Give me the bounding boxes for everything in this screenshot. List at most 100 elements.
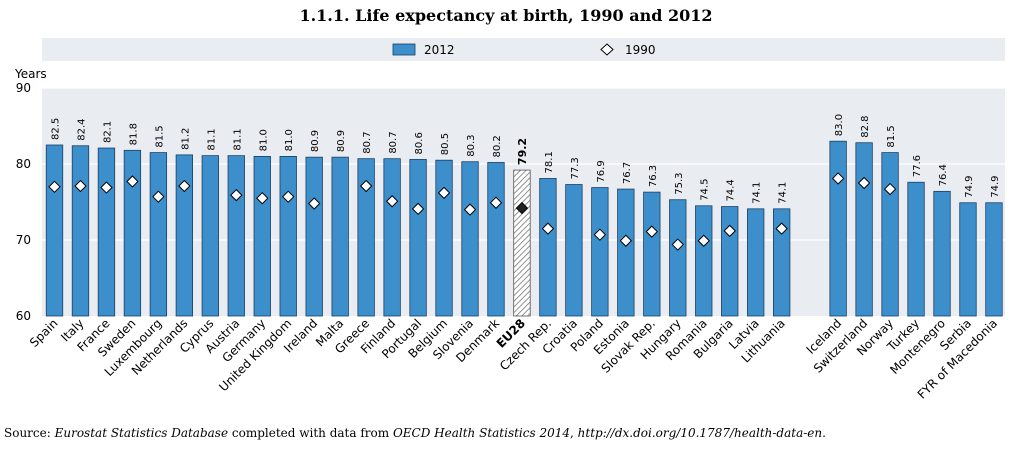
y-tick-label-80: 80 <box>16 157 31 171</box>
bar-2012-switzerland <box>855 142 873 317</box>
data-label-czech-rep: 78.1 <box>544 151 555 173</box>
marker-1990-italy <box>74 179 87 193</box>
y-tick-label-60: 60 <box>16 309 31 323</box>
data-label-austria: 81.1 <box>232 128 243 150</box>
bar-2012-belgium <box>435 159 453 317</box>
data-label-hungary: 75.3 <box>674 172 685 194</box>
data-label-ireland: 80.9 <box>310 130 321 152</box>
marker-1990-spain <box>48 180 61 194</box>
chart-title: 1.1.1. Life expectancy at birth, 1990 an… <box>299 6 713 25</box>
bar-2012-spain <box>45 144 64 317</box>
data-label-netherlands: 81.2 <box>180 128 191 150</box>
data-label-united-kingdom: 81.0 <box>284 129 295 151</box>
y-axis-label: Years <box>14 67 47 81</box>
bar-2012-ireland <box>305 156 323 317</box>
bar-2012-slovenia <box>461 161 479 317</box>
data-label-croatia: 77.3 <box>570 157 581 179</box>
marker-1990-denmark <box>489 196 503 209</box>
bar-2012-montenegro <box>933 190 951 317</box>
bar-2012-denmark <box>487 162 505 317</box>
bar-2012-lithuania <box>773 208 791 317</box>
legend-2012-label: 2012 <box>424 43 455 57</box>
bar-2012-austria <box>227 155 245 317</box>
bar-2012-eu28 <box>513 169 531 317</box>
bar-2012-croatia <box>565 184 583 317</box>
data-label-lithuania: 74.1 <box>778 182 789 204</box>
marker-1990-luxembourg <box>152 190 165 203</box>
marker-1990-finland <box>385 195 399 208</box>
data-label-cyprus: 81.1 <box>206 128 217 150</box>
marker-1990-netherlands <box>178 179 191 193</box>
source-end: . <box>822 426 826 440</box>
marker-1990-austria <box>230 188 243 202</box>
bar-2012-iceland <box>829 140 847 317</box>
data-label-malta: 80.9 <box>336 130 347 152</box>
data-label-romania: 74.5 <box>700 179 711 201</box>
data-label-montenegro: 76.4 <box>938 164 949 186</box>
data-label-switzerland: 82.8 <box>860 115 871 137</box>
source-middle: completed with data from <box>231 426 390 440</box>
marker-1990-iceland <box>831 172 845 185</box>
marker-1990-estonia <box>619 234 633 247</box>
data-label-finland: 80.7 <box>388 131 399 153</box>
marker-1990-slovak-rep <box>645 225 659 238</box>
data-label-latvia: 74.1 <box>752 182 763 204</box>
data-label-denmark: 80.2 <box>492 135 503 157</box>
marker-1990-sweden <box>126 175 139 188</box>
data-label-portugal: 80.6 <box>414 132 425 154</box>
source-note: Source: Eurostat Statistics Database com… <box>4 426 826 440</box>
data-label-bulgaria: 74.4 <box>726 179 737 201</box>
source-url[interactable]: http://dx.doi.org/10.1787/health-data-en <box>577 426 823 440</box>
data-label-luxembourg: 81.5 <box>154 125 165 147</box>
data-label-poland: 76.9 <box>596 160 607 182</box>
data-label-norway: 81.5 <box>886 125 897 147</box>
bar-2012-sweden <box>123 149 142 317</box>
bar-2012-turkey <box>907 181 925 317</box>
marker-1990-greece <box>359 179 373 193</box>
data-label-estonia: 76.7 <box>622 162 633 184</box>
bar-2012-greece <box>357 158 375 317</box>
source-oecd: OECD Health Statistics 2014 <box>392 426 570 440</box>
data-label-iceland: 83.0 <box>834 114 845 136</box>
bar-2012-hungary <box>669 199 687 317</box>
bar-2012-united-kingdom <box>279 155 297 317</box>
legend-panel <box>42 38 1005 61</box>
source-prefix: Source: <box>4 426 51 440</box>
bar-2012-romania <box>695 205 713 317</box>
data-label-germany: 81.0 <box>258 129 269 151</box>
marker-1990-belgium <box>437 186 451 200</box>
marker-1990-portugal <box>411 202 425 216</box>
data-label-greece: 80.7 <box>362 131 373 153</box>
bar-2012-latvia <box>747 208 765 317</box>
bar-2012-estonia <box>617 188 635 317</box>
bar-2012-poland <box>591 187 609 317</box>
data-label-france: 82.1 <box>102 121 113 143</box>
legend-2012-swatch <box>392 43 416 56</box>
marker-1990-norway <box>883 182 897 196</box>
marker-1990-ireland <box>307 197 321 210</box>
data-label-italy: 82.4 <box>76 118 87 140</box>
bar-2012-norway <box>881 152 899 317</box>
bar-2012-cyprus <box>201 155 219 317</box>
data-label-slovenia: 80.3 <box>466 134 477 156</box>
marker-1990-switzerland <box>857 176 871 190</box>
bar-2012-netherlands <box>175 154 194 317</box>
data-label-fyr-of-macedonia: 74.9 <box>990 175 1001 197</box>
marker-1990-poland <box>593 228 607 241</box>
bar-2012-serbia <box>959 202 977 317</box>
marker-1990-lithuania <box>775 222 788 235</box>
bar-2012-czech-rep <box>539 178 557 317</box>
data-label-turkey: 77.6 <box>912 155 923 177</box>
bar-2012-slovak-rep <box>643 191 661 317</box>
legend-1990-label: 1990 <box>625 43 656 57</box>
legend-1990-diamond-icon <box>600 43 614 56</box>
source-eurostat: Eurostat Statistics Database <box>54 426 229 440</box>
bar-2012-finland <box>383 158 401 317</box>
marker-1990-romania <box>697 234 710 247</box>
marker-1990-slovenia <box>463 203 477 216</box>
data-label-sweden: 81.8 <box>128 123 139 145</box>
bar-2012-france <box>97 147 116 317</box>
marker-1990-hungary <box>671 238 684 251</box>
marker-1990-czech-rep <box>541 222 555 235</box>
data-label-spain: 82.5 <box>51 118 62 140</box>
